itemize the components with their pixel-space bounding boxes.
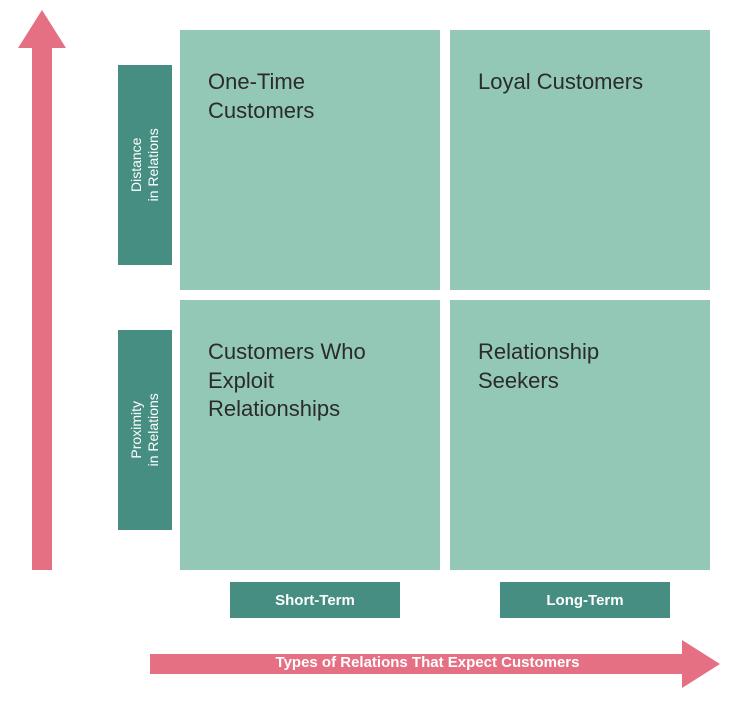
quadrant-top-right: Loyal Customers	[450, 30, 710, 290]
row-label-top-text: Distancein Relations	[128, 128, 162, 201]
col-label-left: Short-Term	[230, 582, 400, 618]
quadrant-bottom-left: Customers Who Exploit Relationships	[180, 300, 440, 570]
quadrant-top-left: One-Time Customers	[180, 30, 440, 290]
col-label-right: Long-Term	[500, 582, 670, 618]
row-label-bottom-text: Proximityin Relations	[128, 393, 162, 466]
row-label-bottom: Proximityin Relations	[118, 330, 172, 530]
x-axis-arrow-icon	[150, 640, 720, 688]
matrix-diagram: Desired Degree of Proximity between Cust…	[0, 0, 730, 715]
row-label-top: Distancein Relations	[118, 65, 172, 265]
y-axis-arrow-icon	[18, 10, 66, 570]
quadrant-bottom-right: Relationship Seekers	[450, 300, 710, 570]
